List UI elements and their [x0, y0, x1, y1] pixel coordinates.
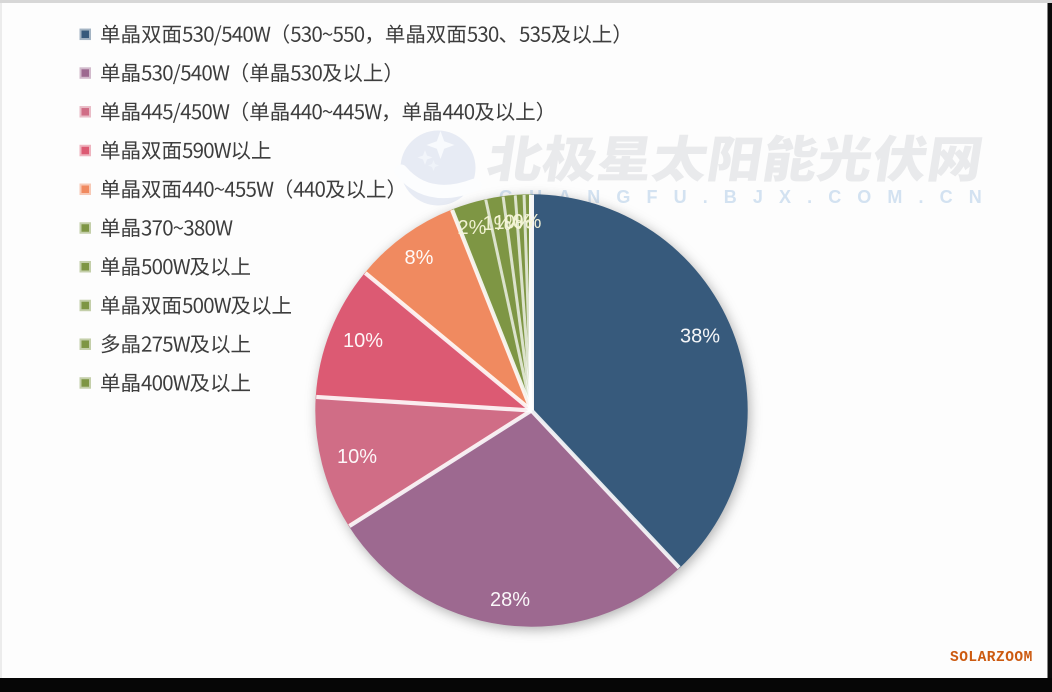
svg-text:1%: 1%	[483, 213, 512, 235]
svg-text:8%: 8%	[405, 247, 434, 269]
svg-text:10%: 10%	[337, 446, 377, 468]
svg-text:GUANGFU.BJX.COM.CN: GUANGFU.BJX.COM.CN	[499, 187, 998, 207]
svg-text:1%: 1%	[494, 212, 523, 234]
svg-text:38%: 38%	[680, 326, 720, 348]
svg-text:SOLARZOOM: SOLARZOOM	[950, 650, 1033, 666]
svg-text:28%: 28%	[490, 589, 530, 611]
svg-text:2%: 2%	[458, 217, 487, 239]
svg-text:0%: 0%	[513, 211, 542, 233]
svg-text:0%: 0%	[504, 212, 533, 234]
svg-text:10%: 10%	[343, 330, 383, 352]
